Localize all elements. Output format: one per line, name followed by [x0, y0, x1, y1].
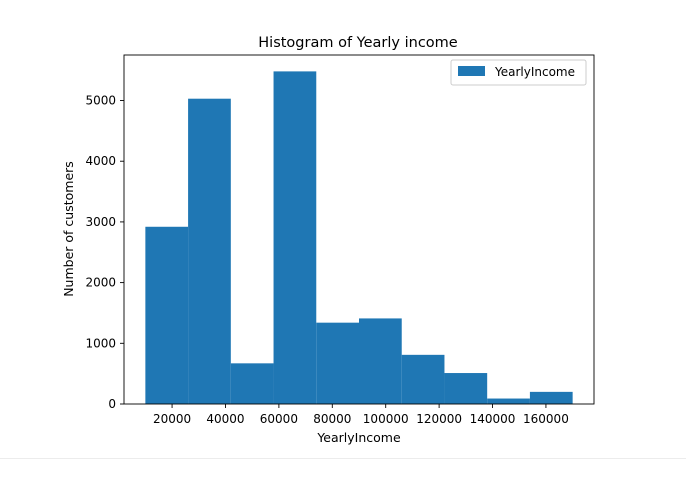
histogram-bar-7 — [401, 354, 445, 404]
x-tick-label: 20000 — [153, 412, 191, 426]
y-tick-label: 1000 — [85, 336, 116, 350]
x-tick-label: 80000 — [313, 412, 351, 426]
output-divider — [0, 458, 686, 459]
histogram-bar-9 — [487, 398, 530, 404]
y-tick-label: 3000 — [85, 215, 116, 229]
x-axis-label: YearlyIncome — [316, 430, 401, 445]
y-tick-label: 2000 — [85, 276, 116, 290]
chart-title: Histogram of Yearly income — [258, 35, 458, 51]
histogram-bar-2 — [188, 98, 231, 404]
histogram-bar-10 — [529, 391, 573, 404]
x-tick-label: 100000 — [363, 412, 409, 426]
x-tick-label: 160000 — [523, 412, 569, 426]
plot-frame — [123, 54, 595, 405]
y-axis-label: Number of customers — [61, 161, 76, 297]
x-tick-label: 120000 — [416, 412, 462, 426]
x-axis-ticks: 20000 40000 60000 80000 100000 120000 140000 16… — [153, 404, 569, 426]
x-tick-label: 140000 — [470, 412, 516, 426]
y-tick-label: 5000 — [85, 94, 116, 108]
histogram-bar-5 — [316, 322, 359, 404]
histogram-bar-1 — [145, 226, 189, 404]
histogram-bars — [145, 71, 573, 405]
histogram-bar-8 — [444, 373, 488, 404]
x-tick-label: 60000 — [260, 412, 298, 426]
y-tick-label: 0 — [108, 397, 116, 411]
x-tick-label: 40000 — [206, 412, 244, 426]
histogram-bar-6 — [359, 318, 402, 404]
legend-label-yearlyincome: YearlyIncome — [494, 65, 575, 79]
histogram-bar-3 — [230, 363, 274, 404]
y-axis-ticks: 0 1000 2000 3000 4000 5000 — [85, 94, 124, 411]
legend-swatch-yearlyincome — [458, 66, 485, 76]
legend: YearlyIncome — [450, 59, 587, 86]
y-tick-label: 4000 — [85, 154, 116, 168]
histogram-bar-4 — [273, 71, 317, 405]
